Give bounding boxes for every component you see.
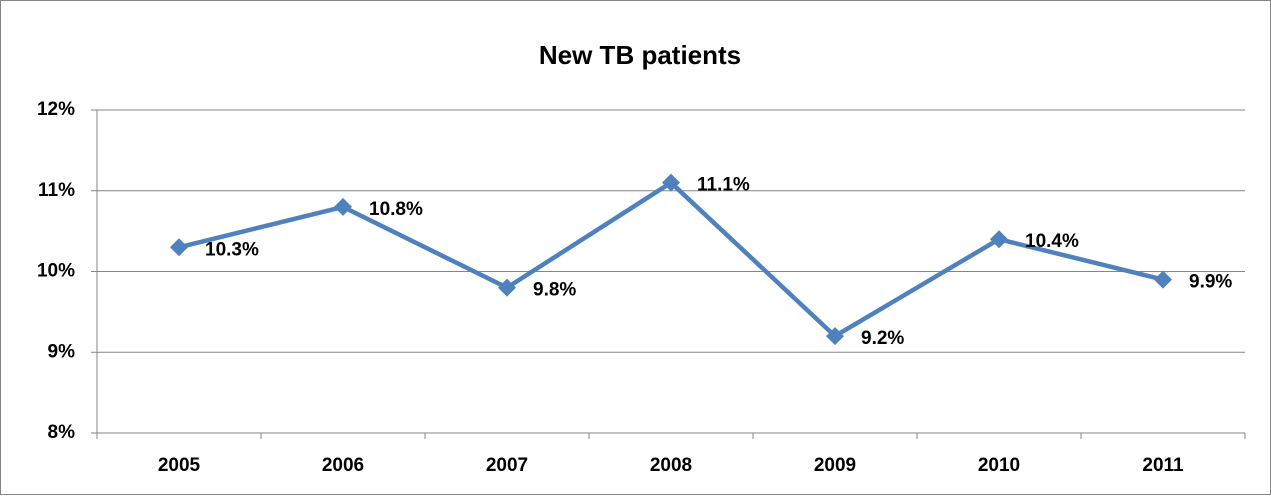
- data-label: 9.9%: [1189, 272, 1232, 293]
- marker: [662, 173, 680, 192]
- data-label: 9.2%: [861, 328, 904, 349]
- x-tick-label: 2007: [486, 455, 528, 476]
- y-tick-label: 11%: [38, 180, 75, 201]
- data-label: 11.1%: [697, 175, 750, 196]
- data-label: 10.8%: [369, 199, 423, 220]
- y-tick-label: 10%: [37, 261, 75, 282]
- y-tick-label: 9%: [48, 341, 76, 362]
- marker: [498, 278, 516, 297]
- data-label: 10.3%: [205, 239, 259, 260]
- marker: [170, 238, 188, 257]
- marker: [1154, 270, 1172, 289]
- x-tick-label: 2005: [158, 455, 201, 476]
- x-tick-label: 2008: [650, 455, 692, 476]
- x-tick-label: 2006: [322, 455, 364, 476]
- x-tick-label: 2009: [814, 455, 856, 476]
- chart-title: New TB patients: [539, 40, 741, 70]
- x-tick-label: 2010: [978, 455, 1020, 476]
- y-tick-label: 8%: [48, 422, 76, 443]
- marker: [990, 230, 1008, 249]
- data-label: 10.4%: [1025, 231, 1079, 252]
- y-tick-label: 12%: [37, 99, 75, 120]
- marker: [334, 197, 352, 216]
- x-tick-label: 2011: [1142, 455, 1184, 476]
- marker: [826, 327, 844, 346]
- data-label: 9.8%: [533, 280, 576, 301]
